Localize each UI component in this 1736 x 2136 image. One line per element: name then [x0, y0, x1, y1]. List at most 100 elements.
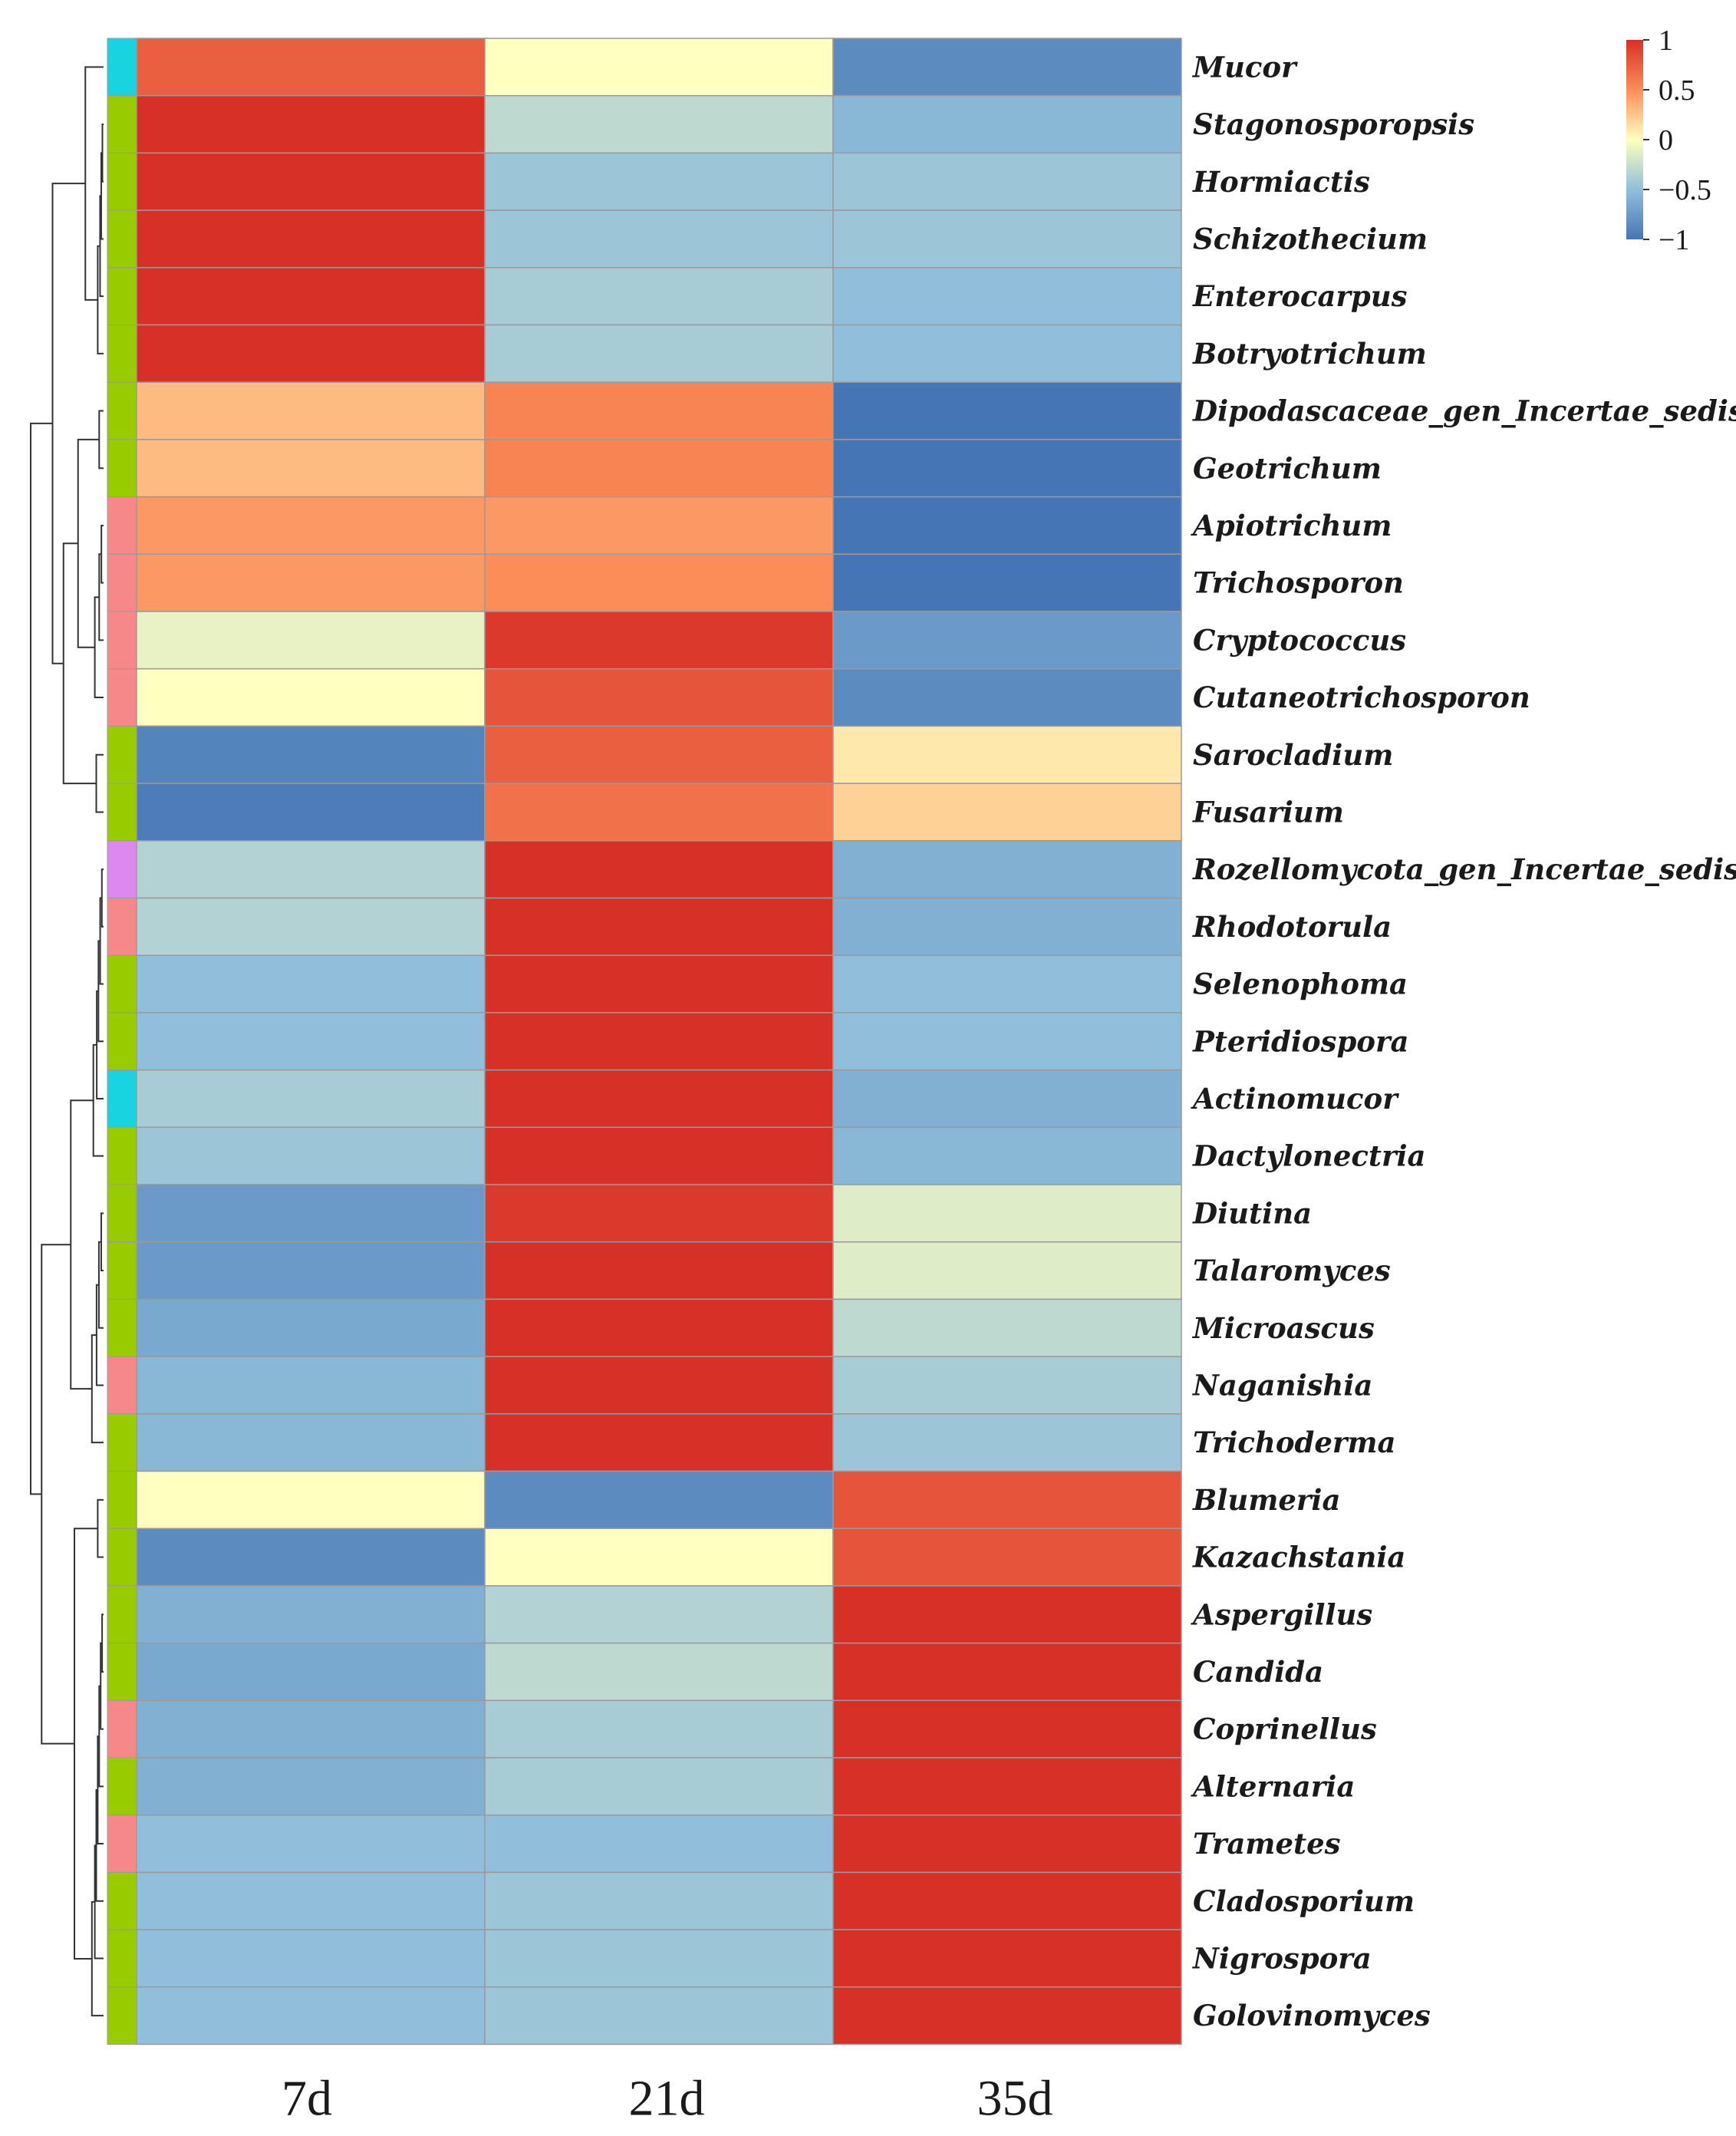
dendrogram-branch — [100, 524, 104, 584]
cell-diutina-35d — [832, 1184, 1182, 1243]
cell-trichosporon-21d — [484, 553, 834, 612]
annotation-botryotrichum — [107, 325, 137, 383]
cell-rozellomycota-gen-incertae-sedis-35d — [832, 840, 1182, 899]
cell-geotrichum-7d — [136, 439, 486, 498]
cell-enterocarpus-21d — [484, 267, 834, 326]
cell-hormiactis-35d — [832, 152, 1182, 211]
annotation-trametes — [107, 1815, 137, 1873]
annotation-dipodascaceae-gen-incertae-sedis — [107, 381, 137, 440]
heatmap-cells — [136, 38, 1182, 2045]
annotation-schizothecium — [107, 209, 137, 269]
column-labels: 7d 21d 35d — [282, 2071, 1053, 2127]
cell-botryotrichum-21d — [484, 324, 834, 383]
annotation-apiotrichum — [107, 496, 137, 555]
cell-rozellomycota-gen-incertae-sedis-21d — [484, 840, 834, 899]
row-dendrogram — [30, 66, 104, 2017]
annotation-talaromyces — [107, 1241, 137, 1300]
annotation-kazachstania — [107, 1528, 137, 1587]
row-label-rhodotorula: Rhodotorula — [1192, 910, 1392, 944]
dendrogram-branch — [91, 1334, 104, 1444]
dendrogram-branch — [97, 1498, 104, 1558]
annotation-cryptococcus — [107, 611, 137, 670]
cell-talaromyces-7d — [136, 1241, 486, 1300]
cell-nigrospora-7d — [136, 1929, 486, 1988]
annotation-sarocladium — [107, 725, 137, 784]
row-label-dipodascaceae-gen-incertae-sedis: Dipodascaceae_gen_Incertae_sedis — [1192, 394, 1736, 428]
annotation-selenophoma — [107, 954, 137, 1014]
cell-rhodotorula-7d — [136, 897, 486, 956]
row-label-geotrichum: Geotrichum — [1193, 451, 1382, 485]
cell-cutaneotrichosporon-7d — [136, 668, 486, 727]
cell-cladosporium-35d — [832, 1871, 1182, 1930]
cell-trichoderma-35d — [832, 1413, 1182, 1472]
dendrogram-branch — [98, 410, 104, 470]
legend-color-bar — [1626, 40, 1643, 239]
dendrogram-branch — [62, 542, 97, 785]
row-label-cladosporium: Cladosporium — [1193, 1884, 1415, 1918]
cell-blumeria-21d — [484, 1470, 834, 1529]
row-label-cutaneotrichosporon: Cutaneotrichosporon — [1193, 681, 1530, 714]
cell-mucor-7d — [136, 38, 486, 97]
legend-tick-label: 0.5 — [1659, 74, 1695, 107]
annotation-golovinomyces — [107, 1986, 137, 2045]
row-label-candida: Candida — [1193, 1655, 1323, 1689]
cell-trichosporon-7d — [136, 553, 486, 612]
annotation-aspergillus — [107, 1585, 137, 1644]
cell-stagonosporopsis-7d — [136, 94, 486, 154]
cell-naganishia-7d — [136, 1356, 486, 1415]
cell-dactylonectria-21d — [484, 1126, 834, 1185]
cell-alternaria-7d — [136, 1757, 486, 1816]
dendrogram-branch — [84, 66, 104, 301]
color-legend: 1 0.5 0 −0.5 −1 — [1626, 25, 1711, 256]
cell-dipodascaceae-gen-incertae-sedis-21d — [484, 381, 834, 440]
cell-dactylonectria-35d — [832, 1126, 1182, 1185]
column-label-35d: 35d — [977, 2071, 1053, 2127]
cell-botryotrichum-7d — [136, 324, 486, 383]
annotation-dactylonectria — [107, 1126, 137, 1185]
annotation-pteridiospora — [107, 1012, 137, 1071]
row-label-hormiactis: Hormiactis — [1192, 165, 1370, 199]
cell-sarocladium-21d — [484, 725, 834, 784]
cell-pteridiospora-35d — [832, 1012, 1182, 1071]
row-label-actinomucor: Actinomucor — [1191, 1082, 1399, 1116]
cell-trametes-7d — [136, 1814, 486, 1874]
cell-botryotrichum-35d — [832, 324, 1182, 383]
dendrogram-branch — [100, 869, 104, 928]
row-label-botryotrichum: Botryotrichum — [1192, 337, 1427, 371]
cell-dipodascaceae-gen-incertae-sedis-7d — [136, 381, 486, 440]
row-label-fusarium: Fusarium — [1192, 795, 1344, 829]
column-label-21d: 21d — [629, 2071, 705, 2127]
cell-stagonosporopsis-35d — [832, 94, 1182, 154]
cell-enterocarpus-7d — [136, 267, 486, 326]
cell-pteridiospora-7d — [136, 1012, 486, 1071]
cell-geotrichum-21d — [484, 439, 834, 498]
cell-kazachstania-35d — [832, 1528, 1182, 1587]
cell-fusarium-35d — [832, 783, 1182, 842]
cell-aspergillus-7d — [136, 1585, 486, 1644]
annotation-candida — [107, 1643, 137, 1701]
row-annotation-bar — [107, 38, 137, 2045]
cell-cryptococcus-7d — [136, 611, 486, 670]
row-label-kazachstania: Kazachstania — [1192, 1541, 1405, 1574]
cell-coprinellus-7d — [136, 1699, 486, 1759]
cell-schizothecium-21d — [484, 209, 834, 269]
row-label-microascus: Microascus — [1191, 1311, 1375, 1345]
cell-actinomucor-21d — [484, 1069, 834, 1129]
row-label-diutina: Diutina — [1192, 1196, 1312, 1230]
cell-actinomucor-7d — [136, 1069, 486, 1129]
dendrogram-branch — [95, 753, 104, 813]
cell-golovinomyces-7d — [136, 1986, 486, 2045]
annotation-rhodotorula — [107, 898, 137, 956]
cell-cladosporium-21d — [484, 1871, 834, 1930]
cell-blumeria-35d — [832, 1470, 1182, 1529]
dendrogram-branch — [41, 1244, 74, 1745]
dendrogram-branch — [30, 422, 53, 1495]
cell-coprinellus-21d — [484, 1699, 834, 1759]
legend-tick-label: 0 — [1659, 124, 1673, 157]
cell-hormiactis-21d — [484, 152, 834, 211]
cell-pteridiospora-21d — [484, 1012, 834, 1071]
row-label-blumeria: Blumeria — [1192, 1483, 1340, 1517]
cell-rhodotorula-21d — [484, 897, 834, 956]
cell-rozellomycota-gen-incertae-sedis-7d — [136, 840, 486, 899]
